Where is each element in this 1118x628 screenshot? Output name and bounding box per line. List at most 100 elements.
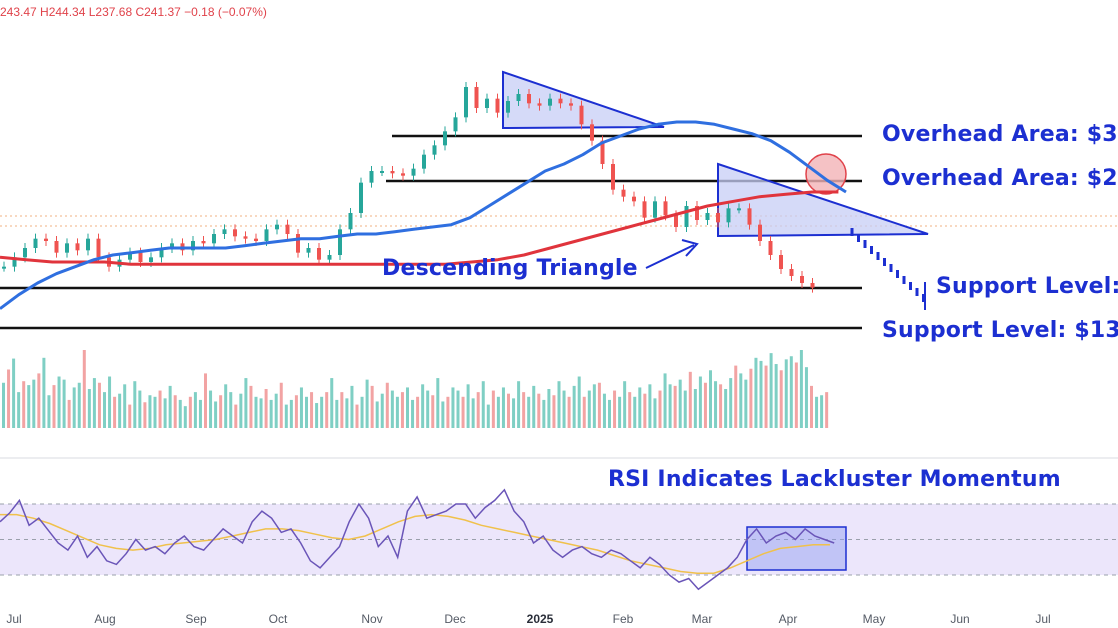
volume-bar bbox=[345, 398, 349, 428]
price-candle bbox=[726, 208, 731, 223]
volume-bar bbox=[67, 399, 71, 428]
x-axis-tick-label: 2025 bbox=[526, 612, 554, 626]
volume-bar bbox=[547, 389, 551, 428]
price-candle bbox=[369, 171, 374, 183]
x-axis-tick-label: Nov bbox=[361, 612, 383, 626]
price-candle bbox=[621, 189, 626, 197]
rsi-highlight-box bbox=[746, 526, 847, 571]
volume-bar bbox=[759, 360, 763, 428]
volume-bar bbox=[688, 371, 692, 428]
volume-bar bbox=[315, 403, 319, 428]
volume-bar bbox=[744, 379, 748, 428]
volume-bar bbox=[330, 378, 334, 428]
x-axis-tick-label: May bbox=[862, 612, 886, 626]
price-candle bbox=[548, 98, 552, 106]
price-candle bbox=[600, 140, 605, 164]
x-axis-tick-label: Dec bbox=[444, 612, 466, 626]
volume-bar bbox=[678, 379, 682, 428]
price-candle bbox=[159, 248, 164, 258]
volume-bar bbox=[284, 404, 288, 428]
volume-bar bbox=[219, 395, 223, 428]
projected-candle bbox=[850, 228, 854, 236]
price-candle bbox=[96, 238, 101, 258]
volume-bar bbox=[542, 399, 546, 428]
price-candle bbox=[432, 145, 437, 155]
projected-candle bbox=[889, 264, 893, 272]
volume-bar bbox=[340, 392, 344, 428]
volume-bar bbox=[62, 379, 66, 428]
projected-candle bbox=[883, 258, 886, 266]
volume-bar bbox=[87, 389, 91, 428]
volume-bar bbox=[57, 376, 61, 428]
volume-bar bbox=[411, 399, 415, 428]
volume-bar bbox=[188, 396, 192, 428]
price-candle bbox=[317, 248, 321, 260]
price-candle bbox=[212, 234, 216, 244]
price-candle bbox=[695, 206, 699, 220]
price-candle bbox=[348, 213, 353, 230]
volume-bar bbox=[108, 376, 112, 428]
volume-bar bbox=[7, 369, 11, 428]
volume-bar bbox=[769, 353, 773, 428]
rsi-line bbox=[0, 488, 835, 591]
volume-bar bbox=[2, 382, 5, 428]
price-candle bbox=[810, 283, 815, 288]
volume-bar bbox=[355, 404, 359, 428]
volume-bar bbox=[532, 385, 536, 428]
volume-bar bbox=[587, 390, 591, 428]
volume-bar bbox=[451, 387, 455, 428]
volume-bar bbox=[522, 392, 526, 428]
volume-bar bbox=[491, 390, 495, 428]
volume-bar bbox=[92, 378, 96, 428]
pattern-arrow bbox=[645, 239, 699, 269]
volume-bar bbox=[214, 401, 218, 428]
volume-bar bbox=[597, 382, 601, 428]
volume-bar bbox=[390, 390, 394, 428]
volume-bar bbox=[350, 385, 354, 428]
volume-bar bbox=[734, 365, 738, 428]
volume-bar bbox=[264, 389, 268, 428]
price-candle bbox=[285, 224, 290, 234]
price-candle bbox=[222, 229, 227, 234]
volume-bar bbox=[406, 387, 409, 428]
volume-bar bbox=[229, 392, 233, 428]
price-candle bbox=[768, 241, 773, 255]
volume-bar bbox=[653, 398, 657, 428]
price-candle bbox=[579, 105, 584, 125]
volume-bar bbox=[183, 406, 187, 428]
volume-bar bbox=[72, 387, 76, 428]
projected-candle bbox=[863, 240, 867, 248]
volume-bar bbox=[17, 392, 21, 428]
price-candle bbox=[138, 252, 143, 262]
price-candle bbox=[716, 213, 720, 223]
price-candle bbox=[23, 248, 27, 258]
volume-bar bbox=[47, 395, 51, 428]
x-axis-tick-label: Sep bbox=[185, 612, 207, 626]
volume-bar bbox=[325, 392, 329, 428]
volume-bar bbox=[198, 399, 202, 428]
price-candle bbox=[537, 103, 542, 106]
volume-bar bbox=[810, 385, 813, 428]
volume-bar bbox=[683, 390, 687, 428]
rsi-title-label: RSI Indicates Lackluster Momentum bbox=[608, 467, 1061, 492]
volume-bar bbox=[794, 362, 798, 428]
volume-bar bbox=[259, 398, 263, 428]
volume-bar bbox=[289, 399, 293, 428]
x-axis-tick-label: Mar bbox=[691, 612, 713, 626]
price-candle bbox=[527, 94, 531, 104]
price-candle bbox=[149, 257, 153, 262]
volume-bar bbox=[582, 396, 586, 428]
price-candle bbox=[611, 164, 615, 190]
volume-bar bbox=[224, 384, 228, 428]
price-candle bbox=[737, 208, 741, 211]
price-candle bbox=[306, 248, 311, 253]
volume-bar bbox=[400, 392, 404, 428]
volume-bar bbox=[709, 370, 712, 428]
price-candle bbox=[170, 243, 174, 248]
price-candle bbox=[33, 238, 38, 248]
volume-bar bbox=[628, 392, 632, 428]
projected-candle bbox=[915, 288, 919, 296]
descending-triangle-shape-2 bbox=[717, 162, 929, 238]
price-candle bbox=[12, 257, 17, 267]
volume-bar bbox=[436, 378, 440, 428]
